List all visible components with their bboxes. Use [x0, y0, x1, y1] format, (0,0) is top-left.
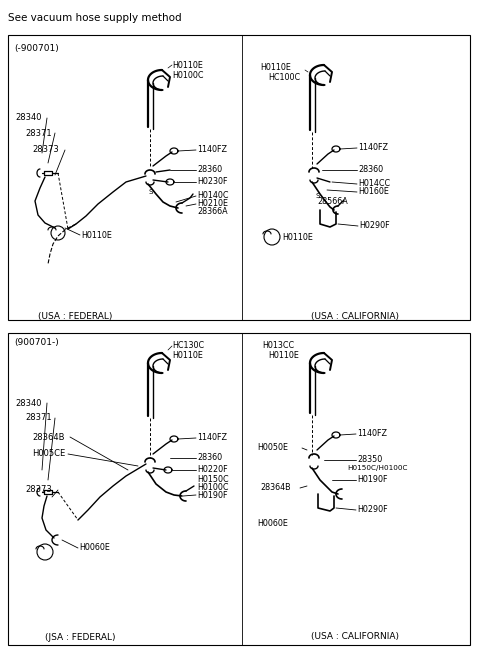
Text: (900701-): (900701-): [14, 338, 59, 346]
Text: 28566A: 28566A: [317, 198, 348, 206]
Text: H0110E: H0110E: [172, 60, 203, 70]
Text: 1140FZ: 1140FZ: [197, 434, 227, 443]
Text: See vacuum hose supply method: See vacuum hose supply method: [8, 13, 181, 23]
Text: 28360: 28360: [197, 453, 222, 463]
Text: 28373: 28373: [32, 145, 59, 154]
Circle shape: [37, 544, 53, 560]
Text: 28364B: 28364B: [260, 484, 290, 493]
Text: 28360: 28360: [358, 166, 383, 175]
Text: H0110E: H0110E: [282, 233, 313, 242]
Bar: [8, 35, 470, 320]
Text: HC100C: HC100C: [268, 72, 300, 81]
Text: 28366A: 28366A: [197, 208, 228, 217]
Text: 1140FZ: 1140FZ: [357, 430, 387, 438]
Text: 28371: 28371: [25, 413, 52, 422]
Text: H0150C: H0150C: [197, 476, 228, 484]
Circle shape: [264, 229, 280, 245]
Text: 28371: 28371: [25, 129, 52, 137]
Text: (-900701): (-900701): [14, 43, 59, 53]
Text: H0100C: H0100C: [197, 484, 228, 493]
Text: H0230F: H0230F: [197, 177, 228, 187]
Bar: [8, 333, 470, 645]
Text: H0110E: H0110E: [268, 351, 299, 361]
Text: 28340: 28340: [15, 114, 41, 122]
Text: H0160E: H0160E: [358, 187, 389, 196]
Text: HC130C: HC130C: [172, 342, 204, 350]
Text: 28350: 28350: [357, 455, 382, 464]
Text: H0110E: H0110E: [260, 62, 291, 72]
Text: (USA : FEDERAL): (USA : FEDERAL): [38, 311, 112, 321]
Text: H005CE: H005CE: [32, 449, 65, 459]
Text: H0110E: H0110E: [81, 231, 112, 240]
Text: H0100C: H0100C: [172, 70, 204, 79]
Text: 1140FZ: 1140FZ: [197, 145, 227, 154]
Text: H0220F: H0220F: [197, 466, 228, 474]
Text: 28340: 28340: [15, 399, 41, 407]
Text: (USA : CALIFORNIA): (USA : CALIFORNIA): [311, 633, 399, 641]
Text: H0110E: H0110E: [172, 351, 203, 361]
Text: H014CC: H014CC: [358, 179, 390, 189]
Text: 28364B: 28364B: [32, 432, 64, 442]
Text: H0060E: H0060E: [79, 543, 110, 553]
Text: H0190F: H0190F: [357, 476, 387, 484]
Text: 28373: 28373: [25, 486, 52, 495]
Text: H0140C: H0140C: [197, 191, 228, 200]
Text: (USA : CALIFORNIA): (USA : CALIFORNIA): [311, 311, 399, 321]
Text: 1140FZ: 1140FZ: [358, 143, 388, 152]
Text: (JSA : FEDERAL): (JSA : FEDERAL): [45, 633, 115, 641]
Text: H0060E: H0060E: [257, 518, 288, 528]
Circle shape: [51, 226, 65, 240]
Text: H0290F: H0290F: [357, 505, 388, 514]
Text: S: S: [149, 189, 153, 195]
Text: H0290F: H0290F: [359, 221, 390, 231]
Text: 28360: 28360: [197, 166, 222, 175]
Text: S: S: [316, 193, 320, 199]
Text: H0210E: H0210E: [197, 200, 228, 208]
Text: H0050E: H0050E: [257, 443, 288, 453]
Text: H0150C/H0100C: H0150C/H0100C: [347, 465, 408, 471]
Text: H013CC: H013CC: [262, 342, 294, 350]
Text: H0190F: H0190F: [197, 491, 228, 499]
